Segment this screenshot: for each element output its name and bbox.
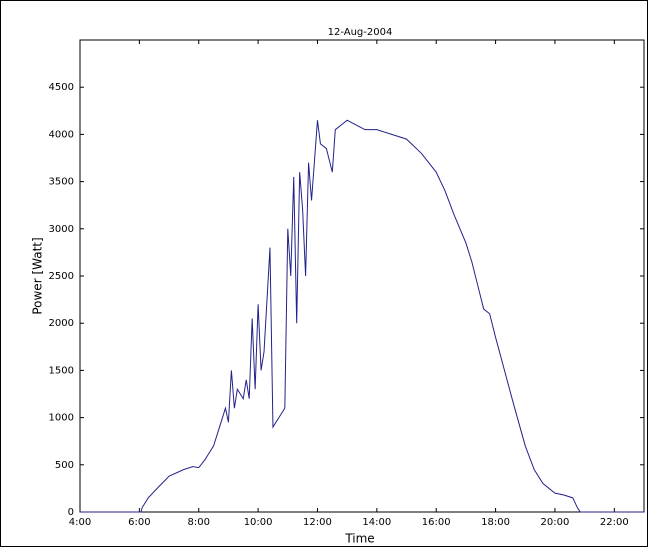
y-tick-label: 4000 <box>49 129 74 140</box>
y-tick-label: 4500 <box>49 82 74 93</box>
chart-title: 12-Aug-2004 <box>328 27 393 38</box>
x-axis-label: Time <box>344 532 374 546</box>
x-tick-label: 20:00 <box>541 517 570 528</box>
x-tick-label: 14:00 <box>362 517 391 528</box>
x-tick-label: 6:00 <box>128 517 150 528</box>
y-tick-label: 2500 <box>49 271 74 282</box>
y-tick-label: 500 <box>55 460 74 471</box>
y-tick-label: 0 <box>68 507 74 518</box>
y-tick-label: 3500 <box>49 177 74 188</box>
x-tick-label: 8:00 <box>188 517 210 528</box>
y-tick-label: 3000 <box>49 224 74 235</box>
y-tick-label: 1500 <box>49 365 74 376</box>
x-tick-label: 4:00 <box>69 517 91 528</box>
data-line <box>80 119 644 513</box>
y-tick-label: 2000 <box>49 318 74 329</box>
y-tick-label: 1000 <box>49 413 74 424</box>
x-tick-label: 10:00 <box>244 517 273 528</box>
x-tick-label: 12:00 <box>303 517 332 528</box>
y-axis-label: Power [Watt] <box>31 237 45 314</box>
x-tick-label: 18:00 <box>481 517 510 528</box>
x-tick-label: 16:00 <box>422 517 451 528</box>
x-tick-label: 22:00 <box>600 517 629 528</box>
